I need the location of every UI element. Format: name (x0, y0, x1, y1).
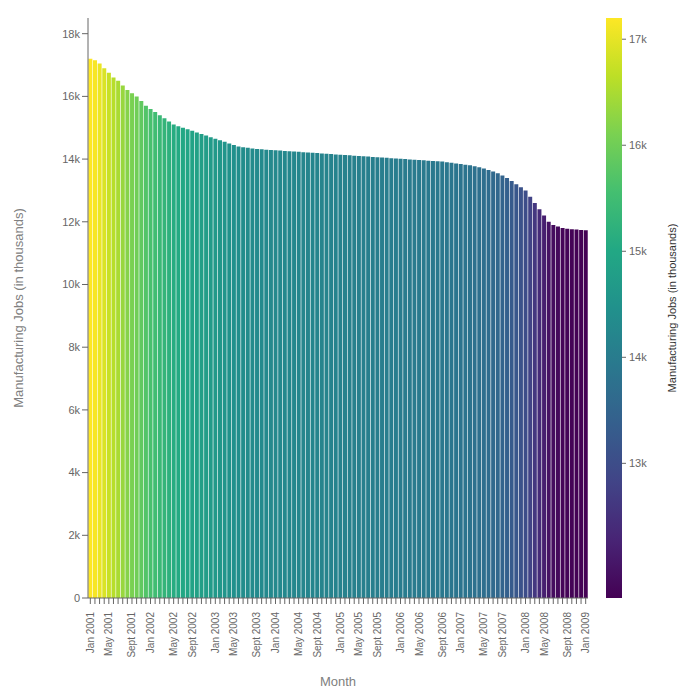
svg-text:Manufacturing Jobs (in thousan: Manufacturing Jobs (in thousands) (11, 208, 26, 407)
svg-text:Jan 2005: Jan 2005 (335, 612, 346, 654)
svg-text:2k: 2k (68, 529, 80, 541)
svg-text:Sept 2004: Sept 2004 (312, 612, 323, 658)
svg-text:May 2007: May 2007 (478, 612, 489, 656)
svg-text:Jan 2006: Jan 2006 (395, 612, 406, 654)
svg-text:Sept 2007: Sept 2007 (497, 612, 508, 658)
svg-text:14k: 14k (62, 153, 80, 165)
svg-text:10k: 10k (62, 278, 80, 290)
svg-text:12k: 12k (62, 216, 80, 228)
svg-text:16k: 16k (629, 139, 647, 151)
svg-text:Jan 2002: Jan 2002 (145, 612, 156, 654)
svg-text:Sept 2003: Sept 2003 (251, 612, 262, 658)
svg-text:Jan 2004: Jan 2004 (270, 612, 281, 654)
svg-text:Jan 2003: Jan 2003 (210, 612, 221, 654)
svg-text:8k: 8k (68, 341, 80, 353)
svg-text:6k: 6k (68, 404, 80, 416)
svg-text:May 2008: May 2008 (539, 612, 550, 656)
svg-text:May 2001: May 2001 (103, 612, 114, 656)
svg-text:16k: 16k (62, 90, 80, 102)
svg-text:0: 0 (74, 592, 80, 604)
svg-text:Sept 2008: Sept 2008 (562, 612, 573, 658)
svg-text:May 2005: May 2005 (353, 612, 364, 656)
svg-text:17k: 17k (629, 33, 647, 45)
svg-text:15k: 15k (629, 245, 647, 257)
svg-text:Sept 2006: Sept 2006 (437, 612, 448, 658)
svg-text:Month: Month (320, 674, 356, 688)
svg-text:Sept 2002: Sept 2002 (187, 612, 198, 658)
svg-text:Sept 2001: Sept 2001 (126, 612, 137, 658)
svg-text:Jan 2009: Jan 2009 (580, 612, 591, 654)
svg-text:May 2003: May 2003 (228, 612, 239, 656)
svg-text:May 2006: May 2006 (414, 612, 425, 656)
svg-text:Jan 2008: Jan 2008 (520, 612, 531, 654)
svg-text:14k: 14k (629, 351, 647, 363)
svg-text:18k: 18k (62, 28, 80, 40)
svg-text:Jan 2001: Jan 2001 (85, 612, 96, 654)
svg-text:4k: 4k (68, 466, 80, 478)
svg-text:Jan 2007: Jan 2007 (455, 612, 466, 654)
svg-text:May 2002: May 2002 (168, 612, 179, 656)
svg-text:May 2004: May 2004 (293, 612, 304, 656)
svg-text:13k: 13k (629, 457, 647, 469)
svg-text:Sept 2005: Sept 2005 (372, 612, 383, 658)
svg-text:Manufacturing Jobs (in thousan: Manufacturing Jobs (in thousands) (666, 224, 678, 393)
